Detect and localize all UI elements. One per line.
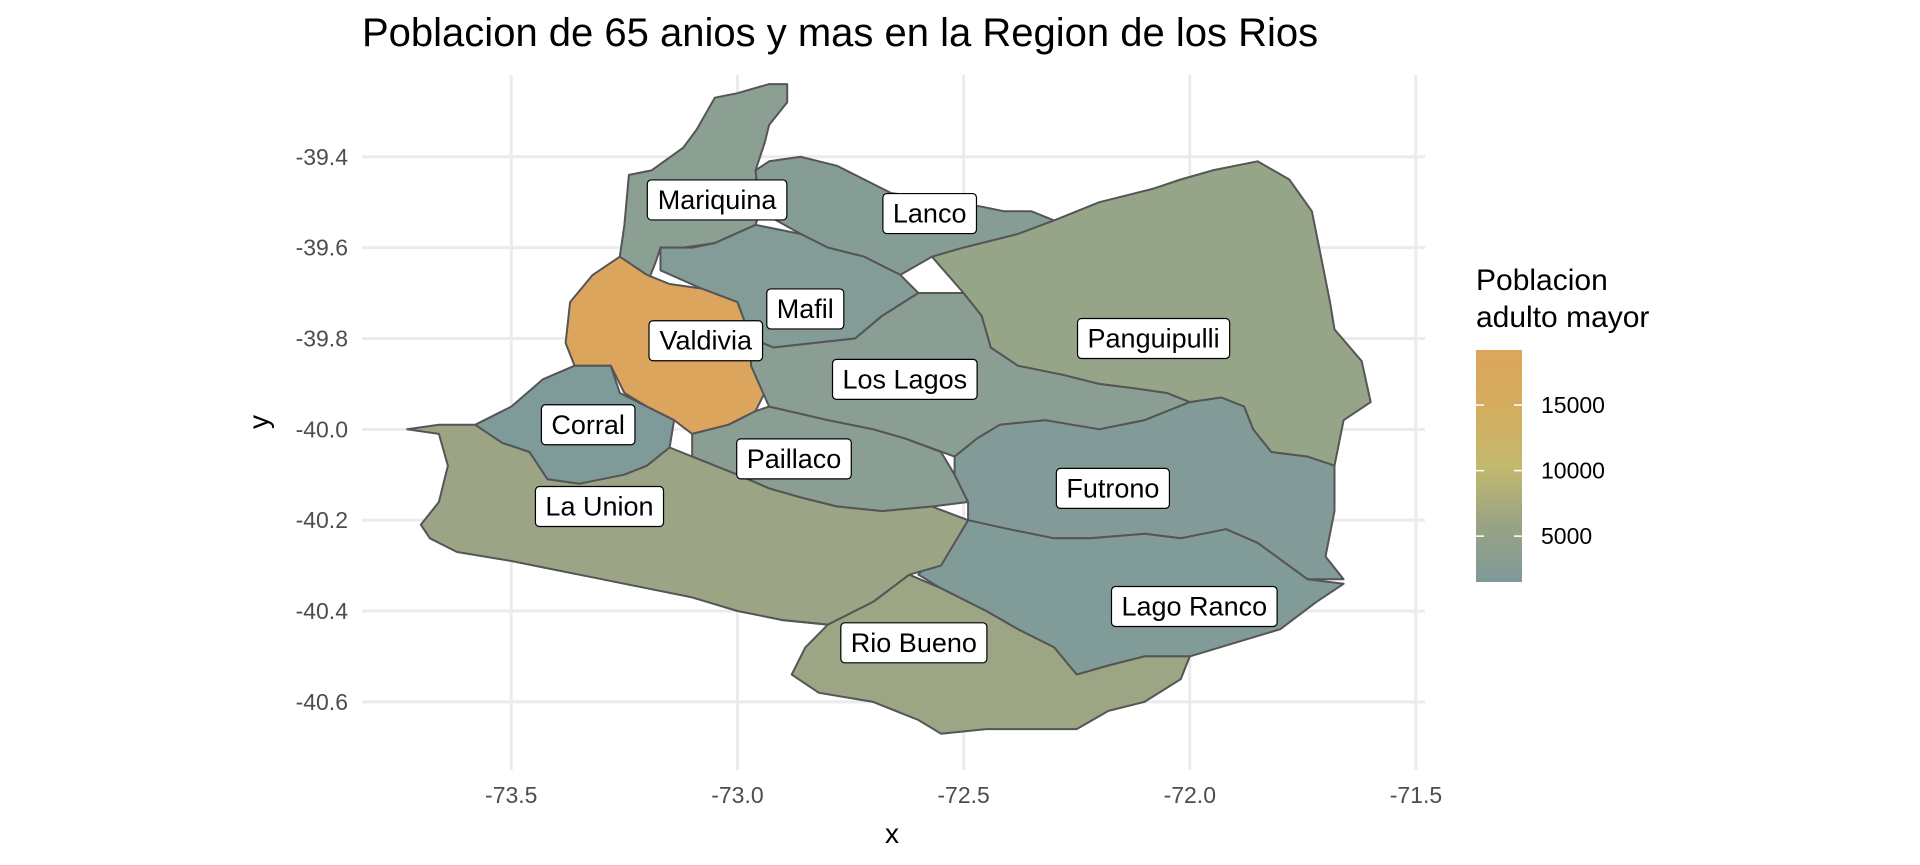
region-label-mafil: Mafil [766, 288, 845, 330]
label-box [1110, 585, 1278, 628]
x-tick-label: -72.0 [1164, 782, 1216, 808]
label-box [646, 179, 788, 221]
region-name: Lanco [893, 199, 967, 229]
plot-title: Poblacion de 65 anios y mas en la Region… [362, 11, 1318, 55]
label-box [1055, 467, 1171, 509]
x-axis-ticks: -73.5 -73.0 -72.5 -72.0 -71.5 [485, 782, 1442, 808]
y-tick-label: -40.2 [296, 507, 348, 533]
region-label-panguipulli: Panguipulli [1076, 317, 1231, 360]
legend-title-line2: adulto mayor [1476, 301, 1649, 334]
region-name: Futrono [1066, 473, 1159, 503]
region-label-lagoranco: Lago Ranco [1110, 585, 1278, 628]
region-label-paillaco: Paillaco [736, 438, 852, 480]
y-axis-ticks: -39.4 -39.6 -39.8 -40.0 -40.2 -40.4 -40.6 [296, 144, 349, 715]
label-box [534, 485, 665, 528]
legend-colorbar [1476, 350, 1522, 582]
y-tick-label: -39.8 [296, 325, 348, 351]
legend-tick-label: 10000 [1541, 458, 1605, 484]
region-label-corral: Corral [540, 404, 636, 446]
region-name: Paillaco [747, 444, 842, 474]
region-label-futrono: Futrono [1055, 467, 1171, 509]
region-label-valdivia: Valdivia [648, 320, 764, 362]
region-label-launion: La Union [534, 485, 665, 528]
y-tick-label: -40.4 [296, 598, 349, 624]
label-box [736, 438, 852, 480]
label-box [1076, 317, 1231, 360]
region-name: Los Lagos [843, 364, 968, 394]
region-name: Lago Ranco [1121, 591, 1267, 621]
x-tick-label: -72.5 [937, 782, 989, 808]
label-box [648, 320, 764, 362]
legend-tick-label: 15000 [1541, 392, 1605, 418]
label-box [540, 404, 636, 446]
region-labels: Mariquina Lanco Mafil Valdivia Corral Los Lag… [534, 179, 1278, 664]
region-name: Panguipulli [1088, 323, 1220, 353]
legend-tick-label: 5000 [1541, 523, 1592, 549]
x-tick-label: -73.5 [485, 782, 537, 808]
region-label-lanco: Lanco [882, 192, 978, 235]
region-name: Mafil [777, 294, 834, 324]
region-name: Mariquina [658, 185, 778, 215]
region-name: Rio Bueno [851, 628, 977, 658]
y-axis-title: y [243, 415, 274, 429]
legend-title-line1: Poblacion [1476, 264, 1608, 297]
y-tick-label: -40.6 [296, 689, 348, 715]
y-tick-label: -39.6 [296, 235, 348, 261]
x-axis-title: x [885, 818, 899, 849]
region-name: La Union [545, 492, 653, 522]
region-label-lalagos: Los Lagos [831, 358, 978, 400]
legend: Poblacion adulto mayor 5000 10000 15000 [1476, 264, 1649, 582]
region-label-riobueno: Rio Bueno [840, 622, 988, 664]
label-box [831, 358, 978, 400]
x-tick-label: -71.5 [1390, 782, 1442, 808]
label-box [840, 622, 988, 664]
region-launion [406, 423, 970, 626]
region-label-mariquina: Mariquina [646, 179, 788, 221]
x-tick-label: -73.0 [711, 782, 763, 808]
region-name: Valdivia [659, 326, 753, 356]
legend-ticks: 5000 10000 15000 [1476, 392, 1605, 549]
y-tick-label: -39.4 [296, 144, 349, 170]
label-box [766, 288, 845, 330]
label-box [882, 192, 978, 235]
region-name: Corral [551, 410, 625, 440]
y-tick-label: -40.0 [296, 416, 348, 442]
